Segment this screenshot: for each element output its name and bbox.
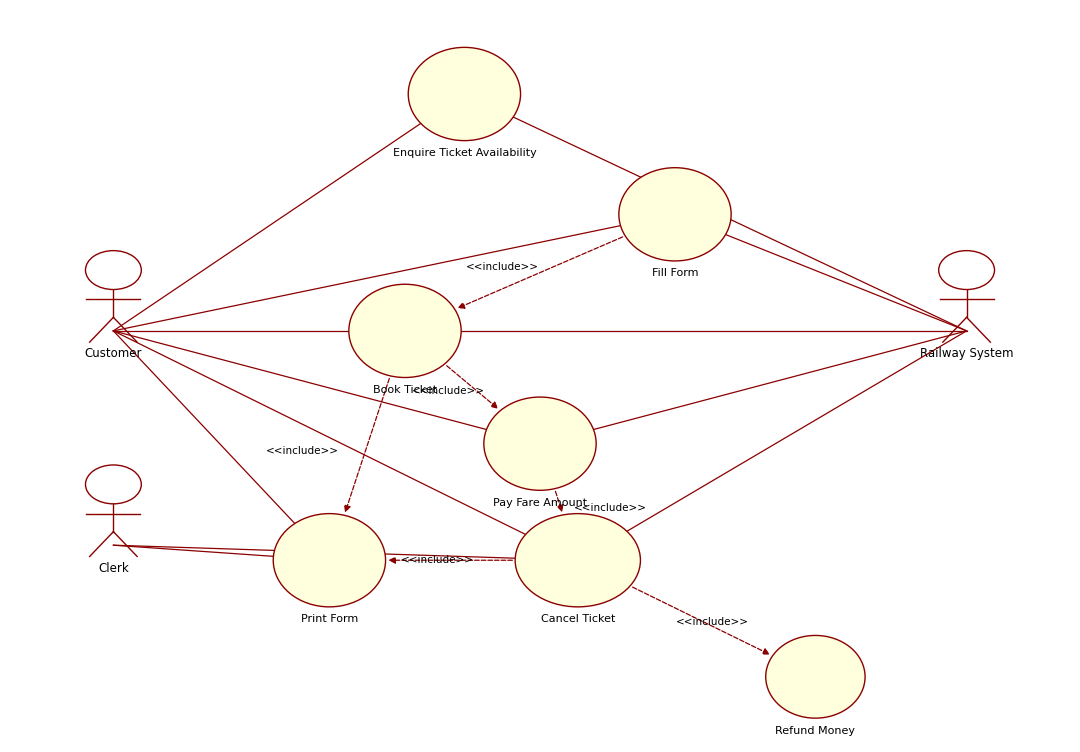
Text: <<include>>: <<include>>: [676, 617, 750, 627]
Text: Fill Form: Fill Form: [651, 268, 699, 278]
Text: <<include>>: <<include>>: [411, 386, 485, 396]
Text: Cancel Ticket: Cancel Ticket: [541, 614, 615, 624]
Ellipse shape: [484, 397, 596, 490]
Text: Railway System: Railway System: [920, 347, 1013, 360]
Text: Enquire Ticket Availability: Enquire Ticket Availability: [392, 148, 537, 158]
Text: Clerk: Clerk: [98, 562, 129, 575]
Text: Print Form: Print Form: [300, 614, 359, 624]
Ellipse shape: [349, 284, 461, 378]
Text: Pay Fare Amount: Pay Fare Amount: [492, 498, 588, 508]
Text: <<include>>: <<include>>: [401, 555, 474, 566]
Text: <<include>>: <<include>>: [465, 262, 539, 272]
Ellipse shape: [273, 514, 386, 607]
Ellipse shape: [515, 514, 640, 607]
Text: Customer: Customer: [84, 347, 143, 360]
Ellipse shape: [766, 635, 865, 718]
Text: Refund Money: Refund Money: [775, 726, 855, 735]
Ellipse shape: [619, 168, 731, 261]
Ellipse shape: [408, 47, 521, 141]
Text: <<include>>: <<include>>: [573, 502, 647, 513]
Text: <<include>>: <<include>>: [266, 446, 339, 456]
Text: Book Ticket: Book Ticket: [373, 385, 437, 395]
